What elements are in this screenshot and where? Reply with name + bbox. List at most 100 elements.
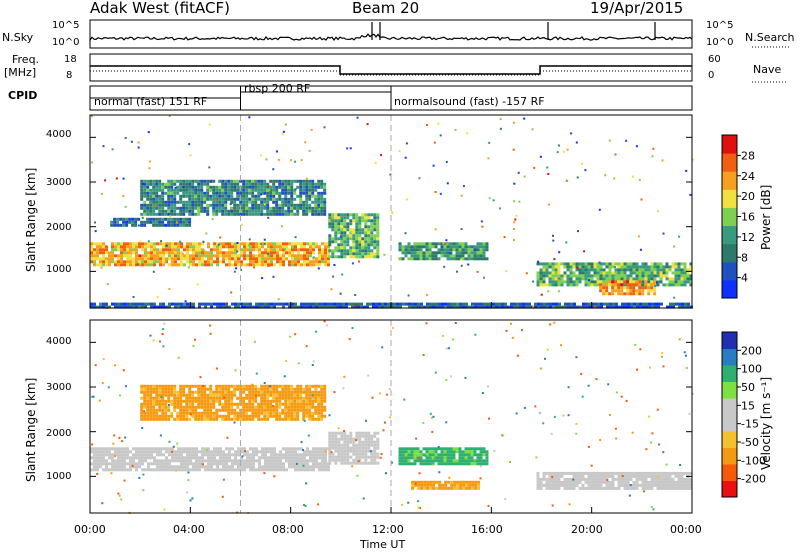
heatmap-cell xyxy=(255,459,258,463)
heatmap-cell xyxy=(270,242,273,246)
heatmap-cell xyxy=(346,458,350,462)
heatmap-cell xyxy=(638,286,642,290)
heatmap-cell xyxy=(297,459,300,463)
heatmap-cell xyxy=(120,462,123,466)
heatmap-cell xyxy=(209,194,213,198)
heatmap-cell xyxy=(267,468,270,472)
heatmap-cell xyxy=(146,417,150,421)
heatmap-cell xyxy=(269,194,273,198)
heatmap-cell xyxy=(639,305,642,309)
scatter-cell xyxy=(429,412,432,415)
heatmap-cell xyxy=(111,260,114,264)
heatmap-cell xyxy=(146,402,150,406)
heatmap-cell xyxy=(240,459,243,463)
scatter-cell xyxy=(515,214,518,217)
heatmap-cell xyxy=(444,480,448,484)
heatmap-cell xyxy=(99,302,102,306)
heatmap-cell xyxy=(321,465,324,469)
scatter-cell xyxy=(139,254,142,257)
heatmap-cell xyxy=(245,408,249,412)
heatmap-cell xyxy=(227,393,231,397)
heatmap-cell xyxy=(635,486,639,490)
heatmap-cell xyxy=(300,302,303,306)
heatmap-cell xyxy=(674,271,678,275)
heatmap-cell xyxy=(149,402,153,406)
heatmap-cell xyxy=(189,447,192,451)
heatmap-cell xyxy=(689,277,693,281)
heatmap-cell xyxy=(173,212,177,216)
heatmap-cell xyxy=(650,265,654,269)
heatmap-cell xyxy=(401,453,405,457)
heatmap-cell xyxy=(216,453,219,457)
heatmap-cell xyxy=(626,292,630,296)
heatmap-cell xyxy=(134,220,138,224)
heatmap-cell xyxy=(146,411,150,415)
heatmap-cell xyxy=(288,459,291,463)
heatmap-cell xyxy=(290,179,294,183)
heatmap-cell xyxy=(296,396,300,400)
heatmap-cell xyxy=(465,305,468,309)
scatter-cell xyxy=(688,412,691,415)
heatmap-cell xyxy=(129,305,132,309)
heatmap-cell xyxy=(355,240,359,244)
scatter-cell xyxy=(650,506,653,508)
heatmap-cell xyxy=(165,459,168,463)
heatmap-cell xyxy=(306,257,309,261)
heatmap-cell xyxy=(215,185,219,189)
heatmap-cell xyxy=(225,459,228,463)
heatmap-cell xyxy=(419,251,423,255)
heatmap-cell xyxy=(168,453,171,457)
heatmap-cell xyxy=(572,486,576,490)
heatmap-cell xyxy=(334,237,338,241)
heatmap-cell xyxy=(337,231,341,235)
heatmap-cell xyxy=(192,245,195,249)
heatmap-cell xyxy=(192,462,195,466)
heatmap-cell xyxy=(668,477,672,481)
heatmap-cell xyxy=(108,257,111,261)
heatmap-cell xyxy=(426,305,429,309)
heatmap-cell xyxy=(251,414,255,418)
heatmap-cell xyxy=(608,274,612,278)
heatmap-cell xyxy=(311,185,315,189)
heatmap-cell xyxy=(413,456,417,460)
heatmap-cell xyxy=(278,179,282,183)
heatmap-cell xyxy=(254,387,258,391)
heatmap-cell xyxy=(173,396,177,400)
heatmap-cell xyxy=(126,257,129,261)
heatmap-cell xyxy=(293,399,297,403)
heatmap-cell xyxy=(306,453,309,457)
heatmap-cell xyxy=(308,197,312,201)
heatmap-cell xyxy=(218,399,222,403)
scatter-cell xyxy=(349,147,352,150)
heatmap-cell xyxy=(261,468,264,472)
heatmap-cell xyxy=(540,305,543,309)
heatmap-cell xyxy=(267,245,270,249)
heatmap-cell xyxy=(170,402,174,406)
heatmap-cell xyxy=(364,219,368,223)
heatmap-cell xyxy=(410,453,414,457)
heatmap-cell xyxy=(352,443,356,447)
heatmap-cell xyxy=(288,456,291,460)
heatmap-cell xyxy=(623,480,627,484)
heatmap-cell xyxy=(165,456,168,460)
heatmap-cell xyxy=(536,483,540,487)
heatmap-cell xyxy=(213,254,216,258)
heatmap-cell xyxy=(264,465,267,469)
heatmap-cell xyxy=(110,220,114,224)
heatmap-cell xyxy=(572,280,576,284)
heatmap-cell xyxy=(285,257,288,261)
heatmap-cell xyxy=(213,468,216,472)
heatmap-cell xyxy=(182,414,186,418)
heatmap-cell xyxy=(255,453,258,457)
heatmap-cell xyxy=(584,265,588,269)
heatmap-cell xyxy=(343,240,347,244)
heatmap-cell xyxy=(177,468,180,472)
scatter-cell xyxy=(137,141,140,144)
heatmap-cell xyxy=(162,302,165,306)
heatmap-cell xyxy=(314,182,318,186)
heatmap-cell xyxy=(373,452,377,456)
heatmap-cell xyxy=(132,462,135,466)
heatmap-cell xyxy=(432,483,436,487)
heatmap-cell xyxy=(291,453,294,457)
heatmap-cell xyxy=(294,447,297,451)
